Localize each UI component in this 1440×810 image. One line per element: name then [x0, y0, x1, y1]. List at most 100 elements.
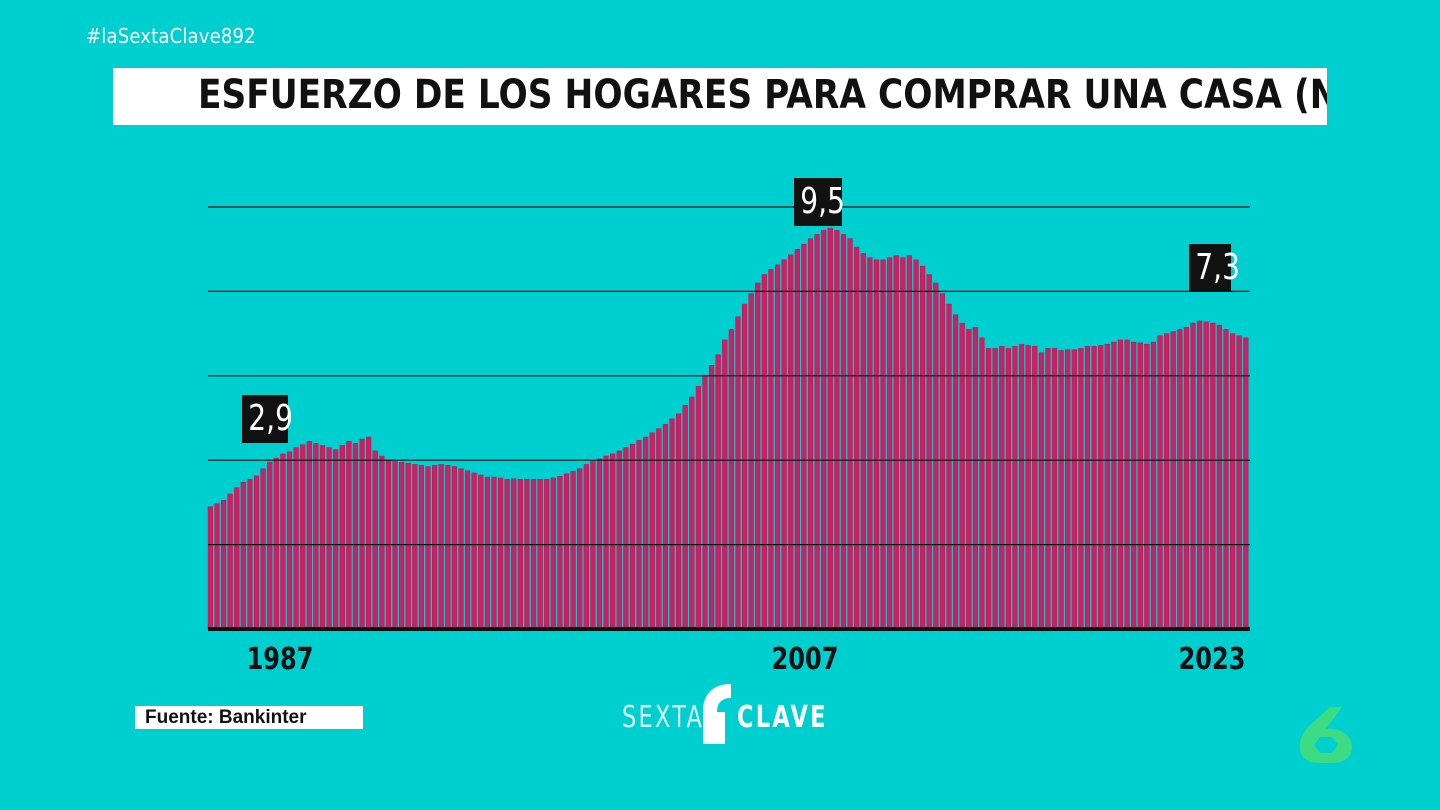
annotation-2023-label: 7,3	[1195, 247, 1240, 288]
bar-74	[695, 386, 701, 630]
bar-103	[887, 257, 893, 630]
bar-78	[722, 339, 728, 630]
bar-134	[1091, 346, 1097, 630]
bar-100	[867, 257, 873, 630]
bar-116	[972, 327, 978, 630]
bar-75	[702, 375, 708, 630]
chart-title: ESFUERZO DE LOS HOGARES PARA COMPRAR UNA…	[197, 72, 1327, 118]
bar-86	[774, 264, 781, 630]
bar-6	[247, 478, 253, 630]
la-sexta-6-logo-icon	[1299, 707, 1352, 763]
bar-20	[339, 445, 345, 630]
bar-123	[1018, 343, 1025, 630]
bar-67	[649, 432, 655, 630]
bar-4	[234, 487, 240, 630]
bar-153	[1216, 324, 1222, 630]
bar-97	[847, 238, 853, 630]
bar-108	[920, 265, 926, 630]
bar-35	[438, 464, 444, 630]
bar-83	[755, 282, 761, 630]
bars-layer	[207, 227, 1249, 630]
bar-63	[623, 447, 629, 630]
bar-115	[966, 329, 972, 630]
bar-22	[352, 443, 359, 630]
bar-11	[280, 453, 286, 630]
bar-3	[227, 493, 233, 630]
bar-56	[577, 468, 583, 630]
bar-84	[761, 274, 767, 630]
bar-2	[220, 500, 227, 630]
bar-94	[827, 227, 833, 630]
bar-36	[445, 465, 451, 630]
bar-65	[636, 440, 642, 630]
bar-60	[603, 455, 609, 630]
bar-121	[1005, 348, 1011, 630]
bar-147	[1177, 329, 1183, 630]
bar-23	[359, 438, 365, 630]
bar-138	[1117, 339, 1124, 630]
bar-124	[1025, 345, 1031, 630]
bar-139	[1124, 339, 1130, 630]
bar-24	[366, 436, 372, 630]
bar-72	[682, 405, 688, 630]
bar-132	[1078, 348, 1084, 630]
bar-107	[913, 259, 919, 630]
bar-57	[583, 464, 589, 630]
bar-131	[1071, 349, 1077, 630]
bar-42	[484, 476, 490, 630]
bar-156	[1236, 335, 1242, 630]
bar-8	[260, 468, 266, 630]
bar-76	[709, 365, 715, 630]
bar-79	[728, 329, 734, 630]
sextaclave-logo: SEXTA CLAVE	[620, 682, 826, 744]
bar-38	[458, 468, 464, 630]
hashtag: #laSextaClave892	[86, 24, 256, 48]
bar-32	[418, 465, 424, 630]
bar-120	[999, 346, 1005, 630]
bar-129	[1058, 350, 1064, 630]
bar-29	[399, 462, 405, 630]
bar-104	[893, 255, 899, 630]
bar-148	[1183, 327, 1190, 630]
bar-40	[471, 472, 477, 630]
bar-87	[781, 259, 787, 630]
logo-text-sexta: SEXTA	[622, 700, 705, 735]
bar-37	[451, 466, 457, 630]
bar-118	[986, 348, 992, 630]
bar-92	[814, 234, 820, 630]
bar-135	[1098, 345, 1104, 630]
bar-25	[372, 450, 378, 630]
bar-145	[1164, 333, 1170, 630]
bar-68	[656, 428, 662, 630]
bar-46	[511, 478, 517, 630]
bar-50	[537, 478, 543, 630]
bar-28	[392, 461, 398, 630]
bar-43	[491, 476, 497, 630]
bar-18	[326, 447, 332, 630]
bar-1	[214, 503, 220, 630]
bar-119	[992, 348, 998, 630]
bar-128	[1051, 348, 1058, 630]
bar-69	[662, 424, 668, 630]
bar-111	[939, 293, 945, 630]
bar-53	[557, 476, 563, 630]
sextaclave-logo-icon	[703, 684, 731, 744]
bar-15	[306, 441, 312, 630]
bar-39	[465, 470, 471, 630]
bar-81	[741, 303, 748, 630]
bar-71	[676, 413, 682, 630]
bar-112	[946, 303, 952, 630]
bar-5	[240, 481, 246, 630]
bar-125	[1032, 346, 1038, 630]
bar-0	[207, 506, 213, 630]
bar-155	[1230, 333, 1236, 630]
bar-126	[1038, 352, 1044, 630]
bar-58	[590, 461, 596, 630]
bar-80	[735, 316, 741, 630]
x-tick-2007: 2007	[771, 642, 839, 677]
bar-98	[854, 246, 860, 630]
bar-99	[860, 253, 866, 630]
bar-26	[379, 455, 385, 630]
bar-62	[616, 450, 622, 630]
